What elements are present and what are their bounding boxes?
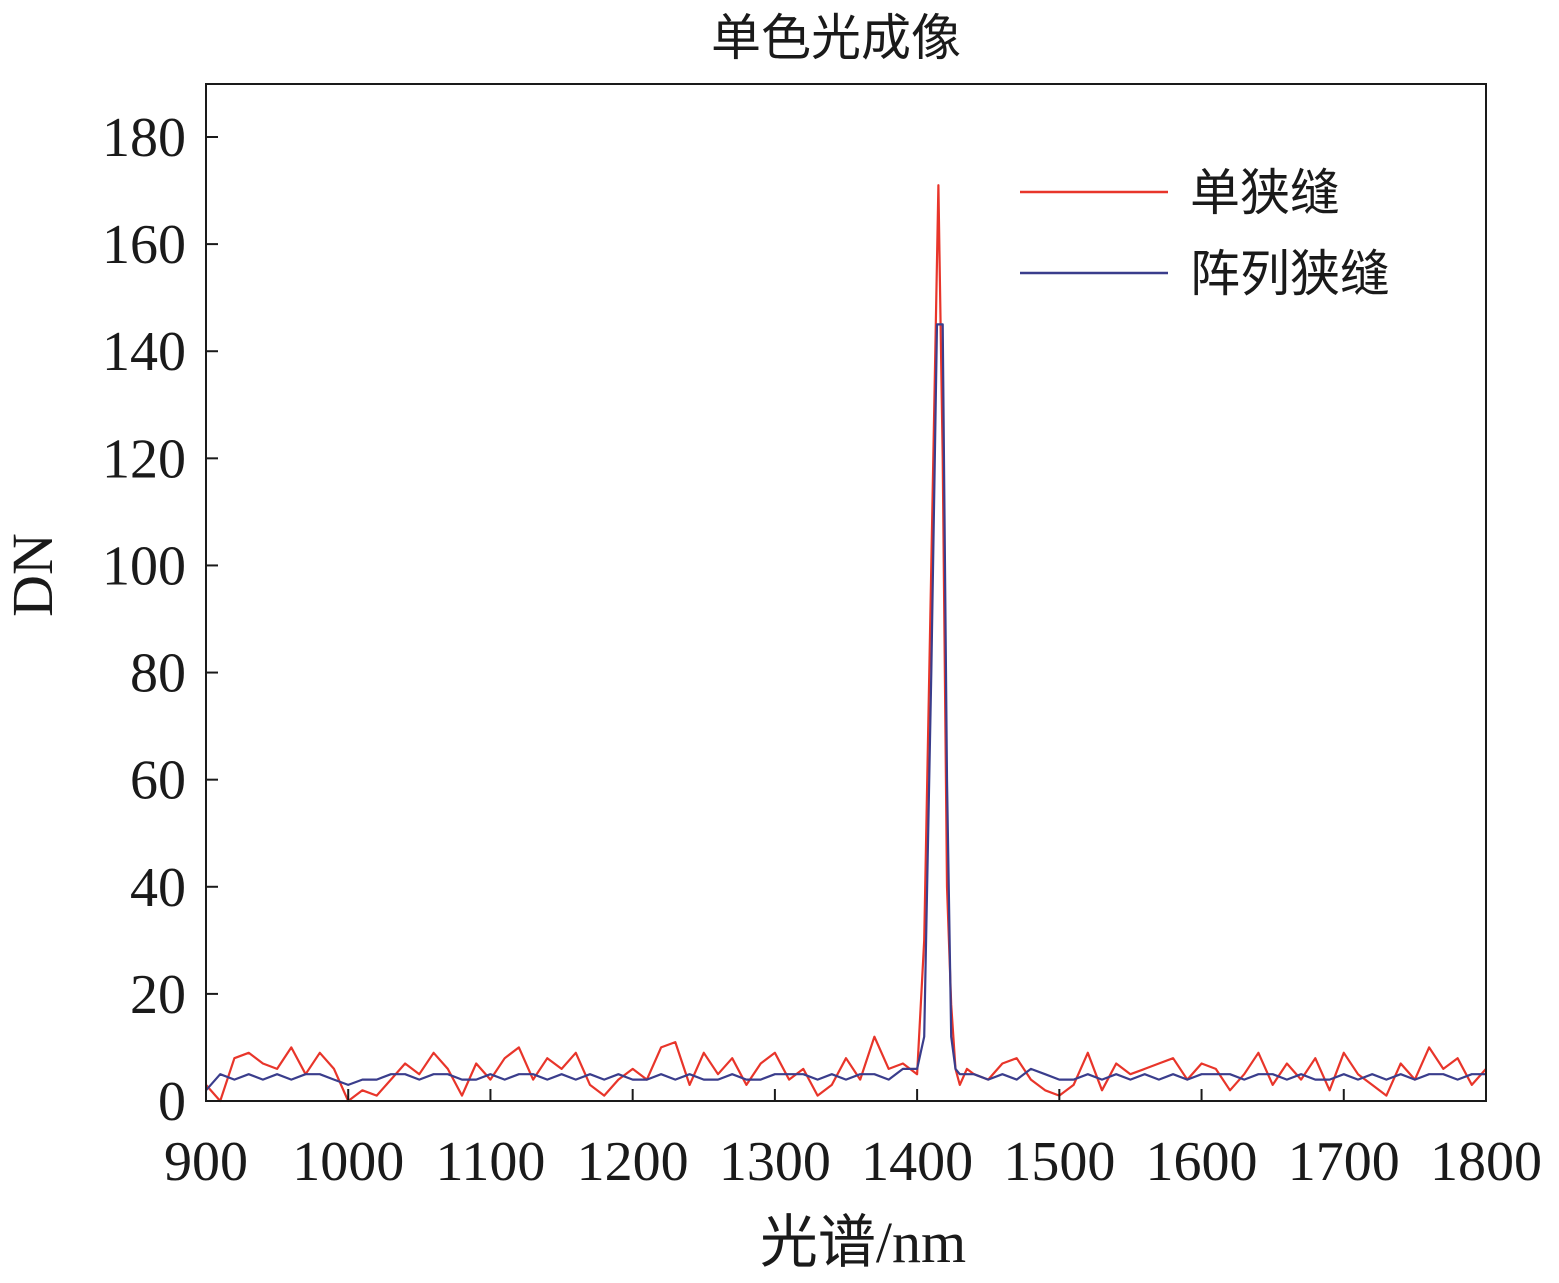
series-line-1 [205, 184, 1487, 1103]
x-tick-label: 1000 [292, 1131, 404, 1193]
chart-title: 单色光成像 [711, 9, 961, 67]
legend-label-2: 阵列狭缝 [1190, 245, 1390, 303]
y-tick-label: 40 [130, 857, 186, 919]
legend-label-1: 单狭缝 [1190, 164, 1340, 222]
y-tick-label: 180 [102, 107, 186, 169]
x-tick-label: 1800 [1430, 1131, 1542, 1193]
y-tick-label: 100 [102, 535, 186, 597]
y-tick-label: 0 [158, 1071, 186, 1133]
x-tick-label: 1200 [577, 1131, 689, 1193]
y-tick-label: 120 [102, 428, 186, 490]
y-tick-label: 160 [102, 214, 186, 276]
plot-area [205, 184, 1487, 1103]
y-axis-title: DN [0, 533, 65, 617]
y-tick-label: 140 [102, 321, 186, 383]
x-axis-title: 光谱/nm [760, 1210, 966, 1275]
y-tick-label: 20 [130, 964, 186, 1026]
x-axis: 900 1000 1100 1200 1300 1400 1500 1600 1700 1800 [164, 1089, 1542, 1193]
x-tick-label: 1700 [1288, 1131, 1400, 1193]
y-tick-label: 60 [130, 750, 186, 812]
x-tick-label: 1300 [719, 1131, 831, 1193]
series-line-2 [205, 323, 1486, 1092]
x-tick-label: 1400 [861, 1131, 973, 1193]
plot-frame [205, 83, 1487, 1102]
x-tick-label: 900 [164, 1131, 248, 1193]
y-tick-label: 80 [130, 643, 186, 705]
x-tick-label: 1500 [1003, 1131, 1115, 1193]
y-axis: 0 20 40 60 80 100 120 140 160 180 [102, 107, 218, 1133]
x-tick-label: 1100 [435, 1131, 545, 1193]
x-tick-label: 1600 [1146, 1131, 1258, 1193]
